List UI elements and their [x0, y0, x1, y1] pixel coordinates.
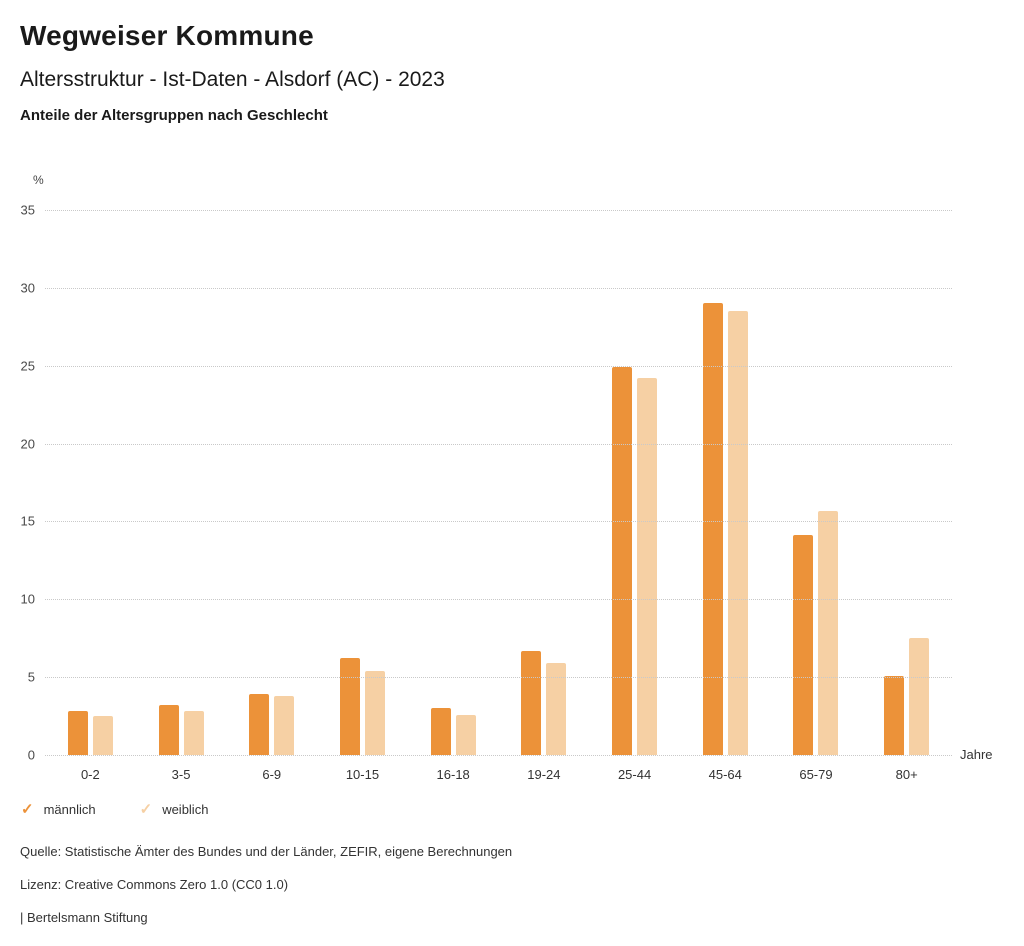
bar-group-65-79 [771, 210, 862, 755]
header: Wegweiser Kommune Altersstruktur - Ist-D… [20, 20, 445, 124]
x-tick-label-16-18: 16-18 [436, 767, 470, 782]
bar-weiblich-0-2[interactable] [92, 716, 113, 755]
bar-group-10-15 [317, 210, 408, 755]
bar-weiblich-80+[interactable] [909, 638, 930, 755]
gridline-15 [45, 521, 952, 523]
legend: ✓ männlich ✓ weiblich [21, 802, 208, 817]
bar-weiblich-10-15[interactable] [364, 670, 385, 755]
y-tick-label-10: 10 [20, 591, 35, 607]
bar-weiblich-19-24[interactable] [546, 663, 567, 755]
gridline-30 [45, 287, 952, 289]
chart-subtitle: Altersstruktur - Ist-Daten - Alsdorf (AC… [20, 68, 445, 91]
bar-weiblich-3-5[interactable] [183, 711, 204, 755]
bar-männlich-45-64[interactable] [702, 303, 723, 755]
footer: Quelle: Statistische Ämter des Bundes un… [20, 844, 512, 943]
legend-label: weiblich [162, 802, 209, 817]
bar-männlich-0-2[interactable] [67, 711, 88, 755]
bar-männlich-65-79[interactable] [793, 535, 814, 755]
bar-weiblich-6-9[interactable] [274, 695, 295, 755]
x-tick-label-10-15: 10-15 [345, 767, 380, 782]
bar-group-16-18 [408, 210, 499, 755]
bar-weiblich-45-64[interactable] [727, 311, 748, 755]
check-icon: ✓ [139, 801, 153, 818]
x-tick-label-0-2: 0-2 [80, 767, 100, 782]
x-tick-label-80+: 80+ [895, 767, 918, 782]
bar-group-80+ [861, 210, 952, 755]
x-axis-tick-labels: 0-2 3-5 6-9 10-15 16-18 19-24 25-44 45-64 65-79 8… [45, 767, 952, 782]
y-tick-label-25: 25 [20, 358, 35, 374]
gridline-20 [45, 443, 952, 445]
x-axis-unit-label: Jahre [960, 747, 993, 762]
bar-männlich-6-9[interactable] [249, 694, 270, 755]
chart-heading: Anteile der Altersgruppen nach Geschlech… [20, 107, 328, 124]
y-tick-label-5: 5 [27, 669, 35, 685]
gridline-5 [45, 677, 952, 679]
plot-area: 0-2 3-5 6-9 10-15 16-18 19-24 25-44 45-64 65-79 8… [21, 203, 993, 783]
legend-item-männlich[interactable]: ✓ männlich [21, 802, 96, 817]
gridline-0 [45, 755, 952, 756]
bar-männlich-10-15[interactable] [339, 658, 360, 755]
page-title: Wegweiser Kommune [20, 20, 314, 51]
bar-group-6-9 [226, 210, 317, 755]
check-icon: ✓ [21, 801, 34, 818]
y-axis-unit-label: % [33, 173, 44, 187]
source-note: Quelle: Statistische Ämter des Bundes un… [20, 844, 513, 859]
gridline-25 [45, 365, 952, 367]
gridline-35 [45, 210, 952, 211]
attribution-note: | Bertelsmann Stiftung [20, 910, 148, 925]
x-tick-label-19-24: 19-24 [527, 767, 561, 782]
bar-group-0-2 [45, 210, 136, 755]
y-tick-label-0: 0 [27, 747, 35, 763]
y-tick-label-35: 35 [20, 202, 35, 218]
bar-groups [45, 210, 952, 755]
age-structure-chart: % 0-2 3-5 6-9 10-15 16-18 19-24 25-44 45-64 65-7… [0, 165, 1024, 785]
bar-männlich-3-5[interactable] [158, 705, 179, 755]
bar-weiblich-65-79[interactable] [818, 510, 839, 755]
bar-männlich-25-44[interactable] [612, 367, 633, 755]
x-tick-label-45-64: 45-64 [708, 767, 742, 782]
license-note: Lizenz: Creative Commons Zero 1.0 (CC0 1… [20, 877, 289, 892]
x-tick-label-3-5: 3-5 [171, 767, 191, 782]
bar-weiblich-25-44[interactable] [637, 378, 658, 755]
bar-männlich-80+[interactable] [884, 675, 905, 755]
bar-männlich-19-24[interactable] [521, 650, 542, 755]
x-tick-label-25-44: 25-44 [617, 767, 652, 782]
bar-männlich-16-18[interactable] [430, 708, 451, 755]
bar-weiblich-16-18[interactable] [455, 714, 476, 755]
y-tick-label-20: 20 [20, 436, 35, 452]
bar-group-45-64 [680, 210, 771, 755]
legend-label: männlich [43, 802, 96, 817]
bar-group-19-24 [499, 210, 590, 755]
legend-item-weiblich[interactable]: ✓ weiblich [140, 802, 209, 817]
bar-group-25-44 [589, 210, 680, 755]
x-tick-label-6-9: 6-9 [262, 767, 282, 782]
gridline-10 [45, 599, 952, 601]
x-tick-label-65-79: 65-79 [799, 767, 833, 782]
bar-group-3-5 [136, 210, 227, 755]
y-tick-label-15: 15 [20, 513, 35, 529]
y-tick-label-30: 30 [20, 280, 35, 296]
